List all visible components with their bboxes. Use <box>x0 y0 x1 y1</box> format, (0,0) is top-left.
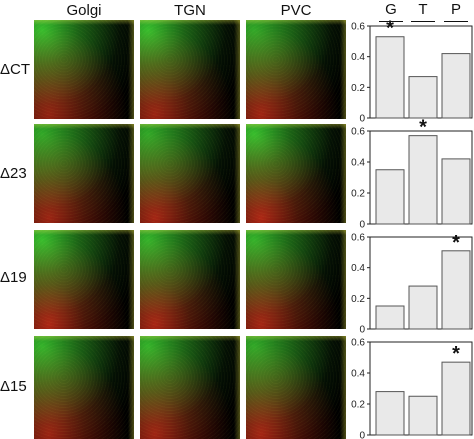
bar-g <box>375 36 405 119</box>
scatter-image <box>140 20 240 119</box>
y-tick-label: 0.2 <box>351 83 365 94</box>
y-tick-label: 0.2 <box>351 294 365 305</box>
scatter-image <box>34 124 134 223</box>
bar-t <box>408 76 438 119</box>
y-tick-label: 0.4 <box>351 369 365 380</box>
bar-t <box>408 135 438 225</box>
y-tick-label: 0 <box>359 220 365 231</box>
scatter-image <box>246 336 346 439</box>
row-header-d23: Δ23 <box>0 165 27 182</box>
y-tick-label: 0.6 <box>351 127 365 138</box>
y-tick-label: 0.6 <box>351 22 365 33</box>
scatter-image <box>34 336 134 439</box>
y-tick-label: 0 <box>359 114 365 125</box>
scatter-image <box>246 20 346 119</box>
bar-g <box>375 305 405 330</box>
y-tick-label: 0 <box>359 431 365 439</box>
significance-star: * <box>452 232 460 254</box>
y-tick-label: 0.6 <box>351 233 365 244</box>
significance-star: * <box>452 343 460 365</box>
row-header-dct: ΔCT <box>0 61 31 78</box>
scatter-image <box>140 336 240 439</box>
y-tick-label: 0.4 <box>351 52 365 63</box>
significance-star: * <box>386 18 394 40</box>
bar-p <box>441 53 471 119</box>
y-tick-label: 0.4 <box>351 263 365 274</box>
column-header-tgn: TGN <box>174 2 206 19</box>
y-tick-label: 0.2 <box>351 400 365 411</box>
scatter-image <box>246 230 346 329</box>
bar-g <box>375 169 405 225</box>
scatter-image <box>140 230 240 329</box>
bar-header-t: T <box>408 1 438 22</box>
bar-t <box>408 285 438 330</box>
significance-star: * <box>419 117 427 139</box>
scatter-image <box>246 124 346 223</box>
bar-t <box>408 395 438 436</box>
bar-p <box>441 250 471 330</box>
bar-header-g: G <box>376 1 406 22</box>
scatter-image <box>34 230 134 329</box>
column-header-golgi: Golgi <box>66 2 102 19</box>
row-header-d15: Δ15 <box>0 378 27 395</box>
bar-p <box>441 361 471 436</box>
scatter-image <box>140 124 240 223</box>
scatter-image <box>34 20 134 119</box>
column-header-pvc: PVC <box>280 2 312 19</box>
y-tick-label: 0.6 <box>351 338 365 349</box>
bar-header-p: P <box>441 1 471 22</box>
y-tick-label: 0.4 <box>351 158 365 169</box>
y-tick-label: 0.2 <box>351 189 365 200</box>
row-header-d19: Δ19 <box>0 269 27 286</box>
y-tick-label: 0 <box>359 325 365 336</box>
bar-p <box>441 158 471 225</box>
bar-g <box>375 391 405 436</box>
